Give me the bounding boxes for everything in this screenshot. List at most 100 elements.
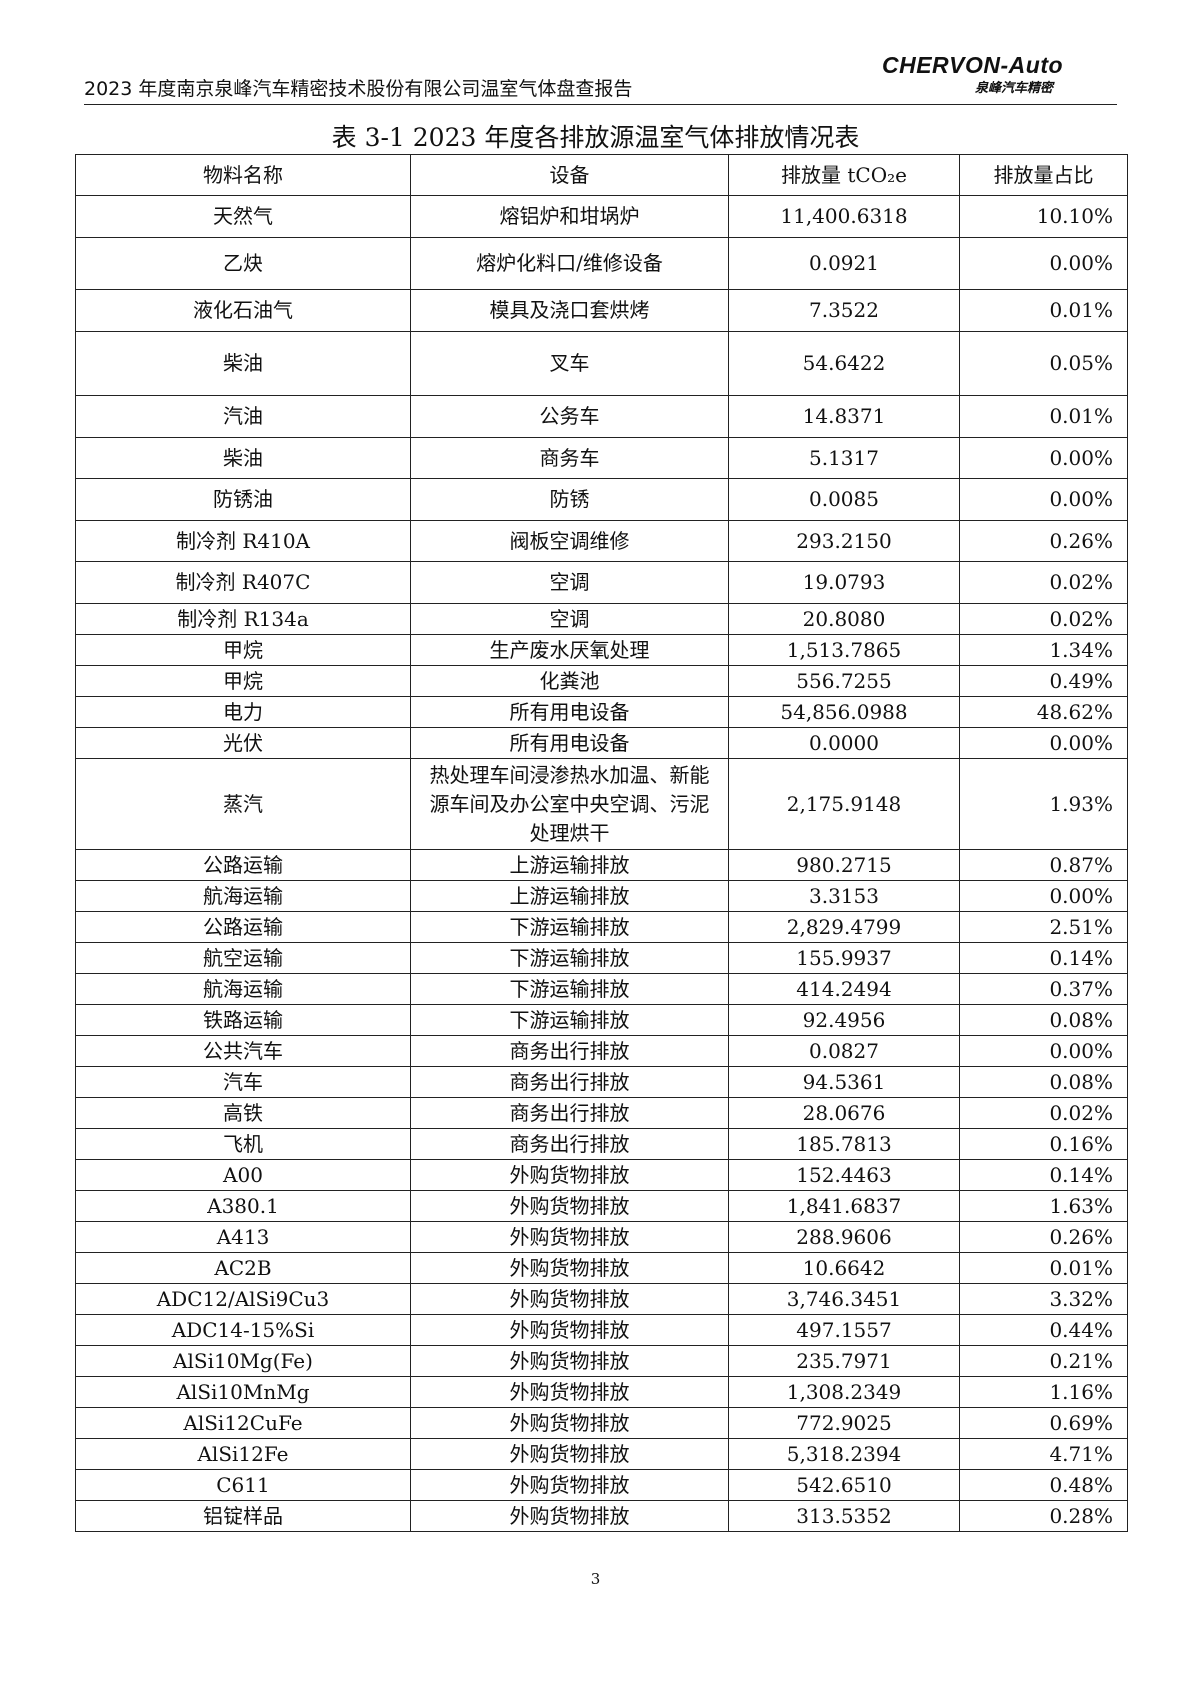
table-cell: 1.34%: [959, 634, 1128, 666]
table-cell: 叉车: [410, 331, 729, 396]
table-cell: 0.0085: [728, 478, 960, 521]
table-cell: 光伏: [75, 727, 411, 759]
table-cell: 2.51%: [959, 911, 1128, 943]
column-header: 设备: [410, 154, 729, 196]
table-cell: 3,746.3451: [728, 1283, 960, 1315]
table-cell: 1,308.2349: [728, 1376, 960, 1408]
table-cell: 柴油: [75, 437, 411, 479]
emissions-table: 物料名称 设备 排放量 tCO₂e 排放量占比 天然气 熔铝炉和坩埚炉 11,400.631…: [75, 154, 1128, 1532]
report-title: 2023 年度南京泉峰汽车精密技术股份有限公司温室气体盘查报告: [84, 78, 633, 100]
table-cell: 1,513.7865: [728, 634, 960, 666]
table-row: 电力 所有用电设备 54,856.0988 48.62%: [75, 696, 1128, 728]
table-cell: 外购货物排放: [410, 1283, 729, 1315]
table-cell: 0.01%: [959, 1252, 1128, 1284]
table-cell: 20.8080: [728, 603, 960, 635]
table-cell: 汽车: [75, 1066, 411, 1098]
table-cell: ADC14-15%Si: [75, 1314, 411, 1346]
table-cell: 公务车: [410, 395, 729, 438]
table-cell: 48.62%: [959, 696, 1128, 728]
table-cell: 外购货物排放: [410, 1376, 729, 1408]
table-row: AlSi12Fe 外购货物排放 5,318.2394 4.71%: [75, 1438, 1128, 1470]
table-row: 铁路运输 下游运输排放 92.4956 0.08%: [75, 1004, 1128, 1036]
table-cell: 2,829.4799: [728, 911, 960, 943]
table-row: A00 外购货物排放 152.4463 0.14%: [75, 1159, 1128, 1191]
table-cell: 0.00%: [959, 727, 1128, 759]
table-cell: 阀板空调维修: [410, 520, 729, 562]
table-cell: 所有用电设备: [410, 727, 729, 759]
table-cell: 0.05%: [959, 331, 1128, 396]
table-cell: 航空运输: [75, 942, 411, 974]
table-cell: 商务出行排放: [410, 1066, 729, 1098]
table-row: 公路运输 上游运输排放 980.2715 0.87%: [75, 849, 1128, 881]
table-cell: 3.3153: [728, 880, 960, 912]
table-cell: 0.87%: [959, 849, 1128, 881]
table-cell: 0.37%: [959, 973, 1128, 1005]
table-cell: 制冷剂 R410A: [75, 520, 411, 562]
table-row: 柴油 商务车 5.1317 0.00%: [75, 437, 1128, 479]
table-cell: 0.01%: [959, 395, 1128, 438]
table-cell: 制冷剂 R134a: [75, 603, 411, 635]
table-cell: 3.32%: [959, 1283, 1128, 1315]
table-cell: 0.00%: [959, 237, 1128, 290]
table-row: 甲烷 化粪池 556.7255 0.49%: [75, 665, 1128, 697]
table-cell: 14.8371: [728, 395, 960, 438]
table-cell: AC2B: [75, 1252, 411, 1284]
table-cell: 0.00%: [959, 880, 1128, 912]
table-cell: 防锈油: [75, 478, 411, 521]
table-cell: 556.7255: [728, 665, 960, 697]
table-cell: 0.49%: [959, 665, 1128, 697]
table-cell: 商务出行排放: [410, 1035, 729, 1067]
table-cell: 4.71%: [959, 1438, 1128, 1470]
table-row: 制冷剂 R410A 阀板空调维修 293.2150 0.26%: [75, 520, 1128, 562]
column-header: 物料名称: [75, 154, 411, 196]
table-cell: 外购货物排放: [410, 1314, 729, 1346]
table-cell: AlSi10Mg(Fe): [75, 1345, 411, 1377]
table-cell: 熔炉化料口/维修设备: [410, 237, 729, 290]
table-cell: 商务出行排放: [410, 1097, 729, 1129]
table-cell: 288.9606: [728, 1221, 960, 1253]
table-cell: 外购货物排放: [410, 1500, 729, 1532]
table-cell: 0.14%: [959, 942, 1128, 974]
table-row: 高铁 商务出行排放 28.0676 0.02%: [75, 1097, 1128, 1129]
table-cell: 185.7813: [728, 1128, 960, 1160]
table-cell: 293.2150: [728, 520, 960, 562]
table-cell: 0.16%: [959, 1128, 1128, 1160]
table-cell: 外购货物排放: [410, 1252, 729, 1284]
table-cell: 1,841.6837: [728, 1190, 960, 1222]
table-cell: 0.0000: [728, 727, 960, 759]
table-cell: 液化石油气: [75, 289, 411, 332]
table-cell: 外购货物排放: [410, 1469, 729, 1501]
table-cell: 7.3522: [728, 289, 960, 332]
table-cell: 772.9025: [728, 1407, 960, 1439]
table-cell: AlSi12CuFe: [75, 1407, 411, 1439]
table-cell: ADC12/AlSi9Cu3: [75, 1283, 411, 1315]
table-cell: 10.10%: [959, 195, 1128, 238]
table-cell: 铁路运输: [75, 1004, 411, 1036]
table-row: AlSi10MnMg 外购货物排放 1,308.2349 1.16%: [75, 1376, 1128, 1408]
table-row: AC2B 外购货物排放 10.6642 0.01%: [75, 1252, 1128, 1284]
table-cell: 414.2494: [728, 973, 960, 1005]
table-cell: 公路运输: [75, 911, 411, 943]
table-cell: 化粪池: [410, 665, 729, 697]
logo-subtitle: 泉峰汽车精密: [975, 81, 1054, 96]
table-cell: 0.0827: [728, 1035, 960, 1067]
table-cell: 1.93%: [959, 758, 1128, 850]
table-cell: 外购货物排放: [410, 1345, 729, 1377]
table-cell: 2,175.9148: [728, 758, 960, 850]
table-row: C611 外购货物排放 542.6510 0.48%: [75, 1469, 1128, 1501]
table-cell: 空调: [410, 603, 729, 635]
table-cell: 19.0793: [728, 561, 960, 604]
table-cell: 0.44%: [959, 1314, 1128, 1346]
table-cell: 上游运输排放: [410, 849, 729, 881]
header-row: 物料名称 设备 排放量 tCO₂e 排放量占比: [75, 154, 1128, 196]
table-cell: 11,400.6318: [728, 195, 960, 238]
table-row: 甲烷 生产废水厌氧处理 1,513.7865 1.34%: [75, 634, 1128, 666]
table-cell: 0.14%: [959, 1159, 1128, 1191]
table-cell: 0.26%: [959, 520, 1128, 562]
table-cell: 0.28%: [959, 1500, 1128, 1532]
column-header: 排放量 tCO₂e: [728, 154, 960, 196]
table-cell: 下游运输排放: [410, 942, 729, 974]
table-cell: A380.1: [75, 1190, 411, 1222]
table-row: A380.1 外购货物排放 1,841.6837 1.63%: [75, 1190, 1128, 1222]
table-row: 航海运输 下游运输排放 414.2494 0.37%: [75, 973, 1128, 1005]
